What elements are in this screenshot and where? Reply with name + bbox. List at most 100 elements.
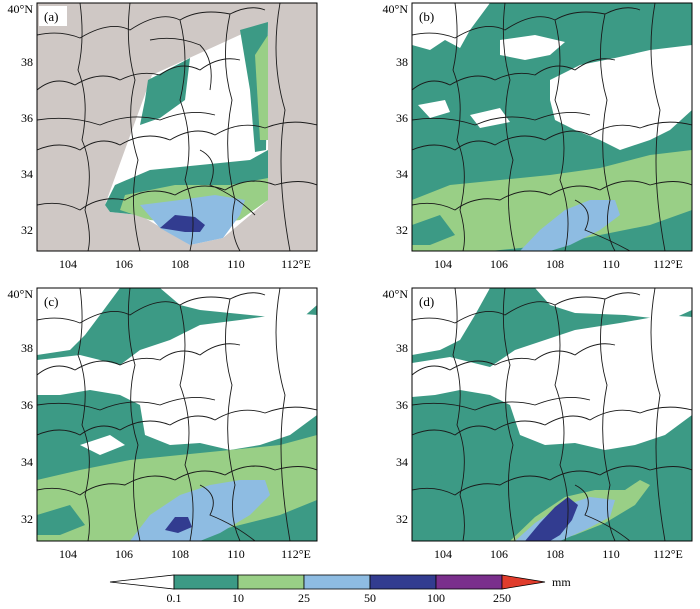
lon-tick-label: 106 <box>490 547 508 561</box>
lon-tick-label: 106 <box>490 257 508 271</box>
panel-label-box <box>414 6 442 26</box>
colorbar-bin-under <box>109 574 175 590</box>
lon-tick-label: 110 <box>602 547 620 561</box>
lon-tick-label: 110 <box>227 257 245 271</box>
lat-tick-label: 32 <box>396 223 408 237</box>
lat-tick-label: 38 <box>21 55 33 69</box>
map-frame <box>411 287 693 542</box>
rain-region <box>160 215 205 232</box>
lat-axis: 40°N 38 36 34 32 <box>383 287 409 526</box>
lon-axis: 104 106 108 110 112°E <box>59 547 311 561</box>
lat-tick-label: 38 <box>21 341 33 355</box>
lon-tick-label: 112°E <box>281 547 311 561</box>
rain-region <box>165 517 192 533</box>
panel-label: (d) <box>419 294 434 309</box>
lat-tick-label: 40°N <box>383 2 409 16</box>
lat-tick-label: 32 <box>396 512 408 526</box>
lat-tick-label: 40°N <box>8 287 34 301</box>
colorbar-tick-label: 0.1 <box>167 591 182 604</box>
colorbar-tick-label: 250 <box>493 591 511 604</box>
lat-tick-label: 40°N <box>8 2 34 16</box>
rain-region <box>412 150 692 251</box>
colorbar-ticks: 0.1 10 25 50 100 250 <box>167 591 512 605</box>
lon-tick-label: 106 <box>115 257 133 271</box>
colorbar-bin <box>435 574 503 590</box>
no-rain-region <box>550 45 692 150</box>
colorbar-tick-label: 50 <box>364 591 376 604</box>
no-rain-region <box>160 288 317 320</box>
lat-tick-label: 38 <box>396 341 408 355</box>
rain-region <box>130 480 270 541</box>
lat-tick-label: 34 <box>396 167 408 181</box>
lon-tick-label: 104 <box>59 257 77 271</box>
lat-axis: 40°N 38 36 34 32 <box>8 287 34 526</box>
rain-region <box>255 35 268 140</box>
rain-region <box>412 435 692 541</box>
lon-axis: 104 106 108 110 112°E <box>434 547 683 561</box>
province-boundaries <box>37 288 317 541</box>
colorbar-tick-label: 10 <box>232 591 244 604</box>
lon-axis: 104 106 108 110 112°E <box>59 257 311 271</box>
rain-region <box>412 215 455 245</box>
map-panel-b: (b) 40°N 38 36 34 32 104 106 108 110 112… <box>350 0 700 280</box>
colorbar: mm 0.1 10 25 50 100 250 <box>100 572 600 605</box>
colorbar-tick-label: 25 <box>298 591 310 604</box>
lat-tick-label: 32 <box>21 223 33 237</box>
panel-label-box <box>39 6 67 26</box>
lon-axis: 104 106 108 110 112°E <box>434 257 683 271</box>
no-rain-region <box>535 288 692 320</box>
map-panel-c-svg: (c) 40°N 38 36 34 32 104 106 108 110 112… <box>8 287 318 561</box>
colorbar-bin-over <box>501 574 546 590</box>
lat-tick-label: 38 <box>396 55 408 69</box>
colorbar-bin <box>303 574 371 590</box>
lat-axis: 40°N 38 36 34 32 <box>8 2 34 237</box>
panel-label: (b) <box>419 9 434 24</box>
map-panel-d: (d) 40°N 38 36 34 32 104 106 108 110 112… <box>350 285 700 570</box>
colorbar-tick-label: 100 <box>427 591 445 604</box>
lon-tick-label: 108 <box>171 257 189 271</box>
lat-axis: 40°N 38 36 34 32 <box>383 2 409 237</box>
panel-label-box <box>414 291 442 311</box>
lat-tick-label: 36 <box>396 398 408 412</box>
province-boundaries <box>412 3 692 251</box>
map-frame <box>411 2 693 252</box>
rain-region <box>525 497 578 541</box>
lon-tick-label: 108 <box>171 547 189 561</box>
no-rain-region <box>37 313 317 450</box>
lon-tick-label: 112°E <box>281 257 311 271</box>
no-rain-region <box>500 35 565 60</box>
map-panel-a: (a) 40°N 38 36 34 32 104 106 108 110 112… <box>0 0 350 280</box>
lat-tick-label: 36 <box>396 111 408 125</box>
colorbar-bin <box>369 574 437 590</box>
no-rain-region <box>412 315 692 450</box>
map-panel-c: (c) 40°N 38 36 34 32 104 106 108 110 112… <box>0 285 350 570</box>
lat-tick-label: 32 <box>21 512 33 526</box>
lat-tick-label: 34 <box>21 167 33 181</box>
lon-tick-label: 104 <box>434 257 452 271</box>
lon-tick-label: 110 <box>602 257 620 271</box>
rain-region <box>520 200 620 251</box>
lon-tick-label: 112°E <box>653 547 683 561</box>
province-boundaries <box>37 3 317 251</box>
lon-tick-label: 108 <box>546 257 564 271</box>
map-panel-b-svg: (b) 40°N 38 36 34 32 104 106 108 110 112… <box>383 2 693 271</box>
lat-tick-label: 34 <box>396 455 408 469</box>
rain-region <box>37 505 85 535</box>
lon-tick-label: 108 <box>546 547 564 561</box>
no-rain-region <box>80 435 125 455</box>
lon-tick-label: 106 <box>115 547 133 561</box>
lat-tick-label: 36 <box>21 398 33 412</box>
rain-region <box>140 58 190 125</box>
lat-tick-label: 36 <box>21 111 33 125</box>
lat-tick-label: 40°N <box>383 287 409 301</box>
lon-tick-label: 112°E <box>653 257 683 271</box>
map-frame <box>36 287 318 542</box>
no-rain-region <box>418 100 450 118</box>
lon-tick-label: 104 <box>59 547 77 561</box>
lon-tick-label: 104 <box>434 547 452 561</box>
colorbar-unit: mm <box>552 575 571 589</box>
map-panel-d-svg: (d) 40°N 38 36 34 32 104 106 108 110 112… <box>383 287 693 561</box>
map-panel-a-svg: (a) 40°N 38 36 34 32 104 106 108 110 112… <box>8 2 318 271</box>
province-boundaries <box>412 288 692 541</box>
colorbar-svg: mm 0.1 10 25 50 100 250 <box>109 574 571 605</box>
